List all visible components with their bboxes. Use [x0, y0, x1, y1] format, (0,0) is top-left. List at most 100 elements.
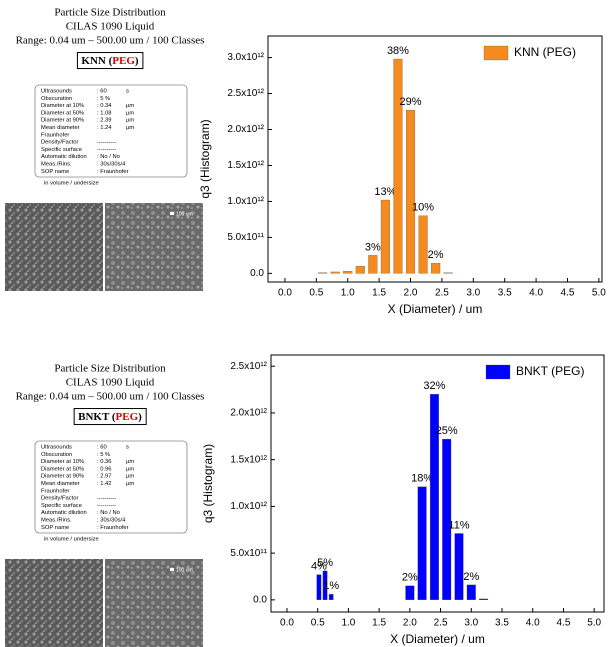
bar-label: 11% [448, 519, 469, 531]
x-tick-label: 2.0 [404, 288, 418, 299]
header-line: Particle Size Distribution [54, 7, 166, 19]
info-cell: Ultrasounds [41, 89, 72, 95]
sem-image [105, 559, 203, 647]
x-axis-label: X (Diameter) / um [390, 632, 485, 646]
bar [316, 574, 322, 601]
info-cell: Diameter at 50% [41, 466, 84, 472]
info-cell: Specific surface [41, 147, 82, 153]
bar [466, 584, 476, 601]
x-tick-label: 2.5 [435, 288, 449, 299]
legend-swatch [483, 45, 509, 61]
bar [380, 199, 390, 274]
info-cell: Fraunhofer [41, 132, 69, 138]
info-cell: Diameter at 90% [41, 118, 84, 124]
y-tick-label: 5.0x10¹¹ [230, 548, 267, 559]
info-cell: ---------- [97, 503, 116, 509]
info-cell: : 60 [97, 89, 107, 95]
info-cell: : 0.34 [97, 103, 112, 109]
bar-label: 29% [399, 96, 421, 108]
x-tick-label: 3.5 [498, 288, 512, 299]
plot-frame [270, 354, 605, 613]
bar [343, 271, 353, 274]
sample-part: PEG [116, 411, 139, 423]
sample-part: ) [135, 55, 139, 67]
info-cell: : Fraunhofer [97, 525, 129, 531]
bar [330, 271, 340, 274]
info-cell: : 60 [97, 445, 107, 451]
info-cell: : No / No [97, 154, 120, 160]
footnote: in volume / undersize [44, 181, 99, 187]
header-line: Range: 0.04 um – 500.00 um / 100 Classes [16, 35, 205, 47]
scale-label: 100 um [176, 567, 193, 573]
bar-label: 18% [411, 473, 433, 485]
scale-label: 100 um [176, 211, 193, 217]
x-tick-label: 1.0 [341, 288, 355, 299]
header-line: CILAS 1090 Liquid [66, 377, 155, 389]
info-cell: Meas./Rins. [41, 518, 72, 524]
x-tick-label: 3.0 [466, 288, 480, 299]
bar [418, 215, 428, 274]
x-tick-label: 4.5 [556, 618, 570, 629]
info-cell: Fraunhofer [41, 488, 69, 494]
sample-part: BNKT ( [78, 411, 116, 423]
bar-label: 13% [374, 186, 396, 198]
bar-label: 3% [365, 241, 381, 253]
bar [479, 598, 489, 601]
info-cell: : 30s/30s/4 [97, 518, 126, 524]
bar [318, 272, 328, 274]
y-tick-label: 5.0x10¹¹ [227, 232, 264, 243]
info-cell: : 2.97 [97, 474, 112, 480]
info-cell: Mean diameter [41, 125, 80, 131]
bar [417, 486, 427, 601]
bar [328, 594, 334, 601]
x-tick-label: 0.5 [311, 618, 325, 629]
x-tick-label: 4.5 [561, 288, 575, 299]
bar [454, 533, 464, 601]
info-cell: µm [126, 125, 134, 131]
x-tick-label: 2.0 [403, 618, 417, 629]
x-tick-label: 3.5 [495, 618, 509, 629]
y-tick-label: 1.0x10¹² [230, 501, 267, 512]
x-tick-label: 4.0 [526, 618, 540, 629]
bar-label: 2% [402, 572, 418, 584]
info-cell: Mean diameter [41, 481, 80, 487]
bar [405, 109, 416, 274]
info-cell: µm [126, 110, 134, 116]
x-tick-label: 5.0 [587, 618, 601, 629]
info-cell: : 5 % [97, 96, 110, 102]
info-cell: µm [126, 474, 134, 480]
legend-label: BNKT (PEG) [516, 364, 584, 378]
info-cell: Density/Factor [41, 496, 78, 502]
info-cell: Specific surface [41, 503, 82, 509]
scale-bar [170, 212, 174, 215]
info-cell: Automatic dilution [41, 154, 87, 160]
info-cell: : 5 % [97, 452, 110, 458]
footnote: in volume / undersize [44, 537, 99, 543]
plot-frame [267, 35, 603, 283]
sample-part: PEG [112, 55, 135, 67]
sample-box [76, 52, 144, 70]
header-line: Particle Size Distribution [54, 363, 166, 375]
info-cell: s [126, 89, 129, 95]
info-cell: Diameter at 90% [41, 474, 84, 480]
sample-name: KNN (PEG) [81, 55, 138, 67]
y-tick-label: 3.0x10¹² [227, 52, 264, 63]
info-cell: Obscuration [41, 452, 72, 458]
info-cell: : 0.96 [97, 466, 112, 472]
y-tick-label: 1.5x10¹² [230, 454, 267, 465]
info-cell: SOP name [41, 169, 69, 175]
x-tick-label: 3.0 [464, 618, 478, 629]
bar [442, 438, 452, 601]
sem-image [105, 203, 203, 291]
info-cell: : 1.24 [97, 125, 112, 131]
y-axis-label: q3 (Histogram) [198, 119, 212, 198]
x-tick-label: 5.0 [592, 288, 606, 299]
info-cell: Obscuration [41, 96, 72, 102]
info-cell: µm [126, 118, 134, 124]
info-cell: Diameter at 10% [41, 103, 84, 109]
bar-label: 2% [428, 249, 444, 261]
x-tick-label: 2.5 [434, 618, 448, 629]
sample-box [73, 408, 147, 426]
x-tick-label: 0.5 [309, 288, 323, 299]
legend-label: KNN (PEG) [514, 45, 576, 59]
